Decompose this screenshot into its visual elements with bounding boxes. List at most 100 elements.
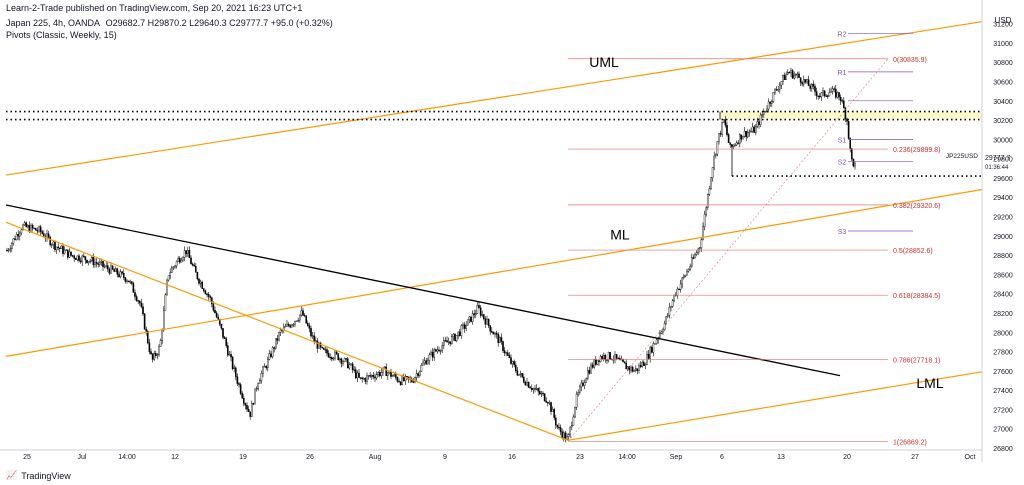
candle-body	[851, 148, 853, 160]
candle-body	[100, 260, 103, 263]
candle-body	[332, 358, 335, 360]
candle-body	[431, 351, 434, 358]
candle-body	[127, 280, 130, 283]
candle-body	[276, 338, 279, 341]
candle-body	[145, 328, 148, 332]
candle-body	[715, 153, 717, 157]
candle-body	[539, 391, 541, 395]
candle-body	[86, 259, 88, 264]
candle-body	[667, 314, 669, 317]
candle-body	[844, 107, 847, 120]
candle-body	[337, 353, 340, 361]
candle-body	[369, 375, 372, 377]
candle-body	[609, 352, 611, 360]
candle-body	[711, 167, 714, 178]
candle-body	[435, 349, 437, 352]
candle-body	[718, 133, 720, 142]
candle-body	[119, 271, 122, 277]
candle-body	[315, 340, 317, 342]
candle-body	[563, 432, 565, 438]
candle-body	[223, 337, 226, 339]
candle-body	[257, 383, 260, 389]
candle-body	[308, 325, 311, 329]
candle-body	[436, 349, 439, 352]
candle-body	[550, 402, 552, 412]
candle-body	[76, 255, 79, 260]
candle-body	[63, 250, 66, 254]
publisher-line: Learn-2-Trade published on TradingView.c…	[6, 3, 303, 13]
candle-body	[318, 342, 320, 349]
candle-body	[559, 427, 562, 433]
candle-body	[700, 239, 703, 248]
candle-body	[154, 353, 157, 356]
fib-level-label: 0.618(28384.5)	[893, 293, 940, 300]
candle-body	[540, 392, 543, 395]
candle-body	[106, 265, 109, 270]
candle-body	[321, 346, 324, 349]
time-tick-label: 6	[720, 454, 724, 461]
pivot-label: R2	[838, 31, 847, 38]
currency-label: USD	[995, 16, 1012, 25]
price-tick-label: 28000	[993, 330, 1013, 337]
candle-body	[846, 118, 848, 122]
candle-body	[420, 364, 423, 372]
candle-body	[812, 83, 815, 87]
candle-body	[710, 177, 712, 189]
candle-body	[502, 341, 504, 351]
candle-body	[569, 426, 571, 435]
candle-body	[186, 250, 189, 254]
candle-body	[836, 92, 839, 98]
candle-body	[793, 74, 795, 79]
candle-body	[383, 366, 386, 369]
candle-body	[476, 305, 479, 314]
fib-level-label: 0.5(28852.6)	[893, 248, 933, 255]
indicator-label: Pivots (Classic, Weekly, 15)	[6, 30, 117, 40]
candle-body	[614, 354, 616, 360]
candle-body	[662, 329, 664, 333]
pivot-label: R1	[838, 70, 847, 77]
candle-body	[174, 265, 176, 268]
candle-body	[361, 377, 364, 380]
candle-body	[481, 314, 484, 316]
candle-body	[487, 318, 490, 326]
candle-body	[159, 340, 162, 347]
candle-body	[755, 126, 757, 133]
candle-body	[267, 359, 269, 369]
candle-body	[823, 90, 826, 97]
time-tick-label: 25	[23, 454, 31, 461]
tradingview-brand[interactable]: 📈 TradingView	[6, 470, 71, 481]
candle-body	[598, 360, 600, 362]
candle-body	[153, 353, 156, 360]
candle-body	[236, 376, 239, 384]
candle-body	[126, 280, 128, 282]
candle-body	[751, 126, 754, 132]
candle-body	[588, 370, 591, 374]
candle-body	[161, 329, 164, 341]
pivot-label: S1	[838, 137, 847, 144]
candle-body	[327, 353, 330, 358]
candle-body	[596, 360, 599, 365]
candle-body	[385, 366, 388, 377]
candle-body	[31, 225, 34, 229]
candle-body	[142, 306, 144, 315]
candle-body	[740, 134, 743, 140]
candle-body	[84, 256, 87, 261]
candle-body	[343, 358, 346, 362]
candle-body	[210, 297, 213, 305]
candle-body	[771, 101, 773, 104]
candle-body	[567, 434, 570, 437]
candle-body	[737, 142, 739, 144]
candle-body	[103, 266, 106, 268]
price-tick-label: 27800	[993, 350, 1013, 357]
candle-body	[659, 333, 661, 338]
candle-body	[764, 110, 767, 113]
candle-body	[345, 358, 348, 360]
candle-body	[833, 88, 835, 90]
candle-body	[359, 377, 362, 379]
channel-label: UML	[589, 54, 619, 70]
candle-body	[82, 255, 85, 257]
candle-body	[340, 358, 343, 364]
candle-body	[607, 352, 610, 361]
price-tick-label: 30000	[993, 137, 1013, 144]
